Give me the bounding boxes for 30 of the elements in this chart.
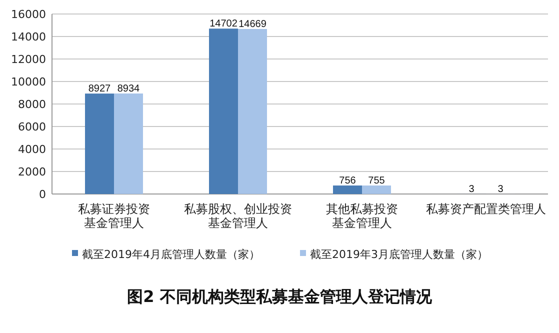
bar [333,185,362,194]
x-tick-label: 私募证券投资基金管理人 [78,202,150,230]
data-label: 756 [339,175,356,186]
data-label: 14702 [210,18,238,30]
legend-label: 截至2019年3月底管理人数量（家） [310,248,488,261]
y-tick-label: 16000 [11,8,46,21]
data-label: 8934 [117,83,140,94]
y-tick-label: 14000 [11,30,46,44]
text: 图2 不同机构类型私募基金管理人登记情况 [127,287,433,306]
y-tick-label: 6000 [18,120,46,134]
data-label: 3 [498,184,504,195]
y-tick-label: 10000 [11,76,46,88]
y-tick-label: 4000 [18,143,46,156]
x-tick-label: 私募资产配置类管理人 [426,202,546,216]
y-tick-label: 8000 [18,98,46,111]
data-label: 14669 [238,18,267,30]
x-tick-label: 私募股权、创业投资基金管理人 [184,202,292,230]
data-label: 755 [368,176,386,187]
y-tick-label: 0 [39,188,46,201]
bar [209,28,238,194]
x-tick-label: 其他私募投资基金管理人 [326,202,398,230]
y-tick-label: 2000 [18,166,46,178]
data-label: 3 [468,184,475,195]
data-label: 8927 [88,84,112,95]
y-tick-label: 12000 [11,53,46,66]
bar [85,94,114,194]
bar [362,186,391,194]
legend-label: 截至2019年4月底管理人数量（家） [82,248,260,261]
bar [114,93,143,194]
bar [238,28,267,194]
